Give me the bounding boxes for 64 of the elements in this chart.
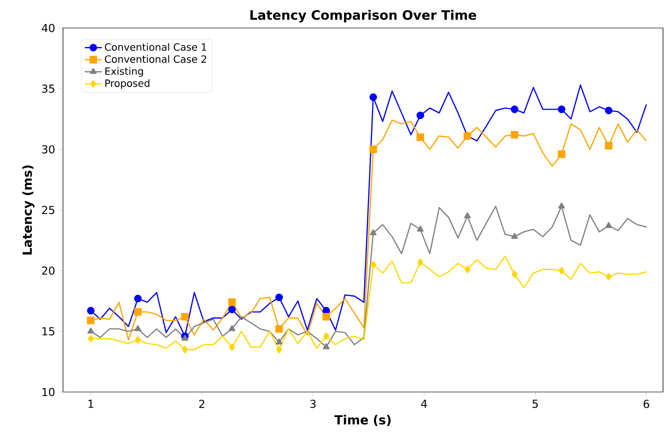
point — [604, 106, 612, 114]
point — [86, 316, 95, 324]
point — [369, 93, 378, 101]
point — [606, 272, 612, 281]
y-tick-label: 25 — [42, 206, 54, 214]
point — [558, 106, 566, 114]
y-tick-label: 40 — [42, 24, 54, 32]
point — [512, 270, 518, 278]
point — [86, 306, 95, 314]
y-axis-title: Latency (ms) — [22, 165, 34, 254]
point — [464, 212, 471, 218]
point — [229, 343, 235, 351]
point — [416, 133, 424, 141]
point — [87, 328, 94, 334]
x-tick-label: 3 — [310, 400, 316, 408]
point — [134, 294, 142, 302]
point — [605, 222, 612, 228]
point — [182, 346, 188, 354]
point — [417, 258, 424, 266]
point — [134, 336, 141, 344]
point — [369, 146, 378, 154]
point — [511, 232, 518, 239]
x-tick-label: 4 — [421, 400, 427, 408]
x-axis-title: Time (s) — [334, 414, 391, 426]
point — [464, 266, 470, 274]
point — [558, 202, 565, 209]
point — [275, 325, 283, 333]
point — [228, 298, 236, 306]
point — [510, 130, 518, 139]
point — [416, 112, 424, 120]
x-tick-label: 5 — [532, 400, 538, 408]
point — [604, 142, 612, 150]
x-tick-label: 6 — [644, 400, 650, 408]
point — [88, 334, 94, 342]
point — [134, 308, 142, 316]
y-tick-label: 10 — [42, 388, 54, 396]
point — [228, 306, 236, 314]
point — [181, 312, 189, 321]
y-tick-label: 35 — [42, 84, 54, 93]
point — [182, 334, 188, 341]
legend-label: Existing — [105, 67, 143, 77]
x-tick-label: 1 — [88, 400, 94, 408]
legend-label: Conventional Case 2 — [104, 55, 206, 63]
legend-label: Conventional Case 1 — [104, 43, 206, 51]
point — [276, 346, 282, 354]
point — [228, 325, 236, 332]
chart-title: Latency Comparison Over Time — [250, 10, 476, 22]
legend-label: Proposed — [105, 79, 150, 89]
point — [322, 312, 330, 321]
y-tick-label: 20 — [42, 266, 54, 275]
point — [323, 332, 330, 340]
y-tick-label: 15 — [42, 327, 54, 336]
point — [558, 150, 566, 158]
point — [510, 106, 518, 114]
point — [322, 343, 330, 350]
point — [558, 266, 565, 274]
point — [134, 325, 142, 332]
point — [416, 226, 424, 232]
point — [370, 229, 377, 236]
y-tick-label: 30 — [42, 145, 54, 154]
x-tick-label: 2 — [199, 400, 204, 408]
point — [370, 260, 376, 268]
point — [276, 338, 282, 344]
point — [275, 294, 283, 302]
